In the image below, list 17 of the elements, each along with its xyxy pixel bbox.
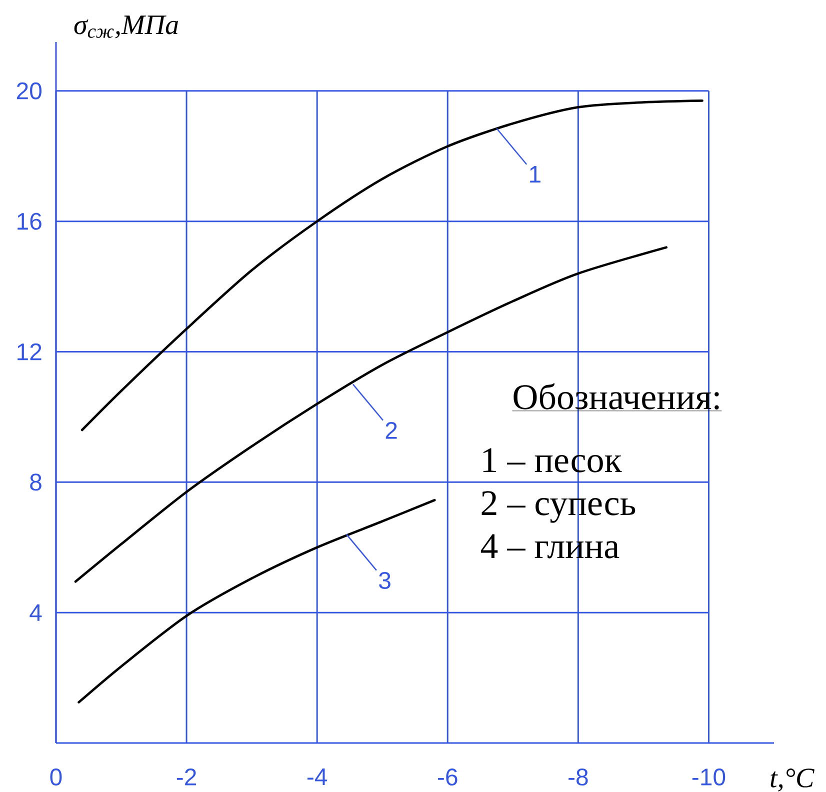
x-tick-label: -8	[568, 768, 588, 786]
y-tick-label: 8	[30, 474, 42, 491]
annotation: 1	[530, 166, 540, 183]
y-tick-label: 20	[16, 82, 42, 100]
annotation: 2	[386, 422, 397, 439]
x-axis-title: t,°C	[770, 768, 814, 792]
annotation: 3	[379, 572, 390, 589]
x-tick-label: -2	[176, 768, 196, 786]
x-tick-label: 0	[50, 768, 62, 786]
x-tick-label: -10	[692, 768, 726, 786]
line-series	[78, 498, 436, 704]
x-tick-label: -6	[438, 768, 458, 786]
x-tick-label: -4	[307, 768, 328, 786]
y-tick-label: 4	[30, 604, 42, 621]
y-tick-label: 16	[18, 212, 42, 230]
y-tick-label: 12	[18, 343, 42, 360]
y-axis-title: σ$_{сж}$,МПа	[74, 16, 178, 38]
